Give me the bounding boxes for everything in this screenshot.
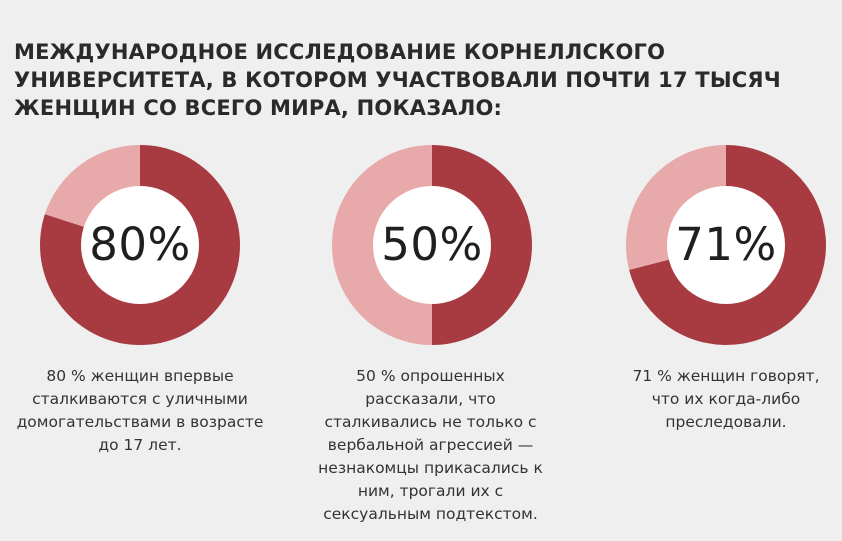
donut-percent-label: 50% — [381, 218, 483, 271]
headline: МЕЖДУНАРОДНОЕ ИССЛЕДОВАНИЕ КОРНЕЛЛСКОГО … — [14, 40, 781, 120]
donut-percent-label: 80% — [89, 218, 191, 271]
donut-svg — [332, 145, 532, 345]
donut-center-hole — [667, 186, 785, 304]
donut-svg — [40, 145, 240, 345]
donut-center-hole — [373, 186, 491, 304]
donut-chart-1: 80% — [40, 145, 240, 345]
donut-chart-3: 71% — [626, 145, 826, 345]
stat-card-3: 71% 71 % женщин говорят, что их когда-ли… — [596, 145, 842, 434]
stat-caption: 71 % женщин говорят, что их когда-либо п… — [632, 367, 820, 431]
stat-card-2: 50% 50 % опрошенных рассказали, что стал… — [302, 145, 562, 526]
stat-card-1: 80% 80 % женщин впервые сталкиваются с у… — [10, 145, 270, 457]
donut-center-hole — [81, 186, 199, 304]
donut-svg — [626, 145, 826, 345]
stat-caption: 80 % женщин впервые сталкиваются с уличн… — [16, 367, 264, 454]
donut-chart-2: 50% — [332, 145, 532, 345]
donut-percent-label: 71% — [675, 218, 777, 271]
stat-caption: 50 % опрошенных рассказали, что сталкива… — [318, 367, 543, 523]
